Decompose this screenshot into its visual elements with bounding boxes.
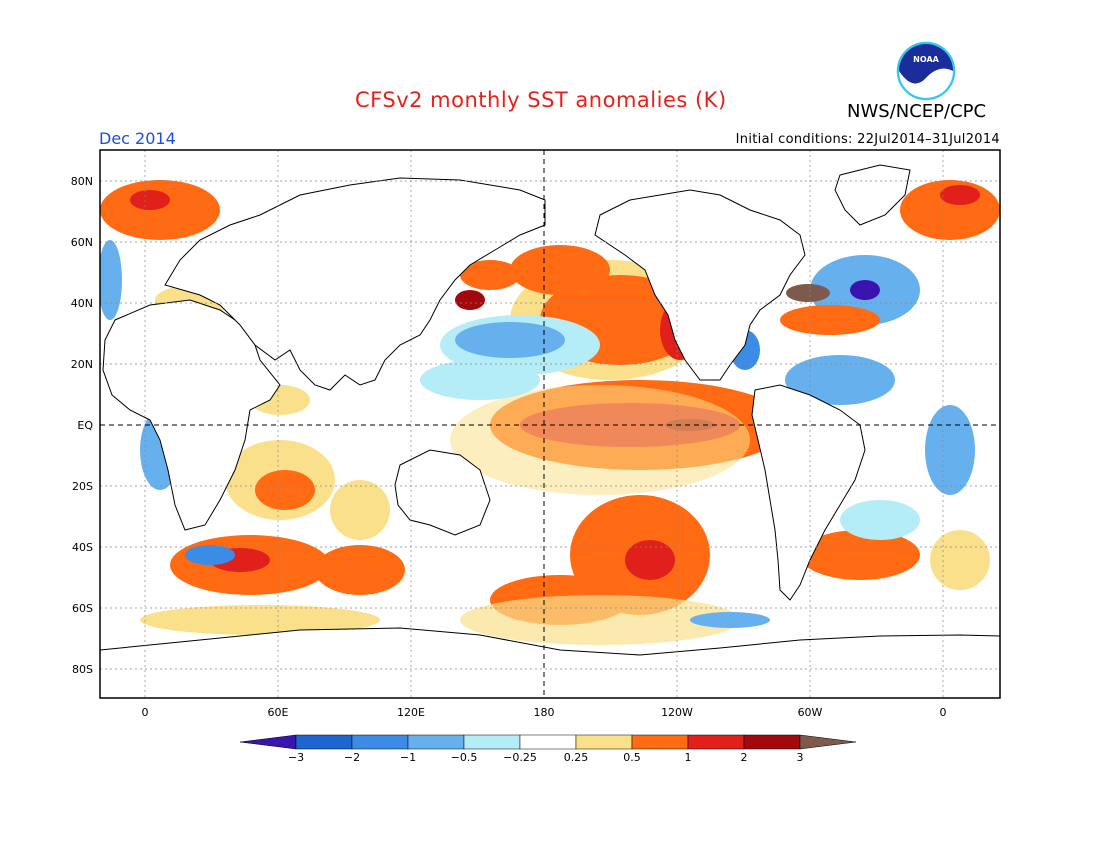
colorbar-bin [631, 734, 689, 750]
land-masses [100, 164, 1000, 698]
agency-label: NWS/NCEP/CPC [847, 101, 987, 122]
continent-antarctica [100, 627, 1000, 698]
colorbar-bin [519, 734, 577, 750]
lat-label: EQ [77, 419, 93, 432]
lat-label: 40S [72, 541, 93, 554]
anomaly-north-europe [100, 180, 220, 240]
lat-label: 40N [71, 297, 93, 310]
lat-label: 60S [72, 602, 93, 615]
noaa-logo-text: NOAA [913, 55, 939, 64]
lon-label: 60E [268, 706, 289, 719]
lon-label: 0 [940, 706, 947, 719]
colorbar: −3 −2 −1 −0.5 −0.25 0.25 0.5 1 2 3 [239, 734, 857, 764]
lat-label: 80S [72, 663, 93, 676]
noaa-logo: NOAA [895, 40, 957, 102]
latitude-labels: 80N 60N 40N 20N EQ 20S 40S 60S 80S [71, 175, 94, 676]
lon-label: 180 [534, 706, 555, 719]
graticule [100, 150, 1000, 698]
lon-label: 0 [142, 706, 149, 719]
lat-label: 20N [71, 358, 93, 371]
lat-label: 80N [71, 175, 93, 188]
colorbar-bin [463, 734, 521, 750]
colorbar-label: −3 [288, 751, 304, 764]
lon-label: 60W [798, 706, 823, 719]
colorbar-label: −1 [400, 751, 416, 764]
colorbar-bin [351, 734, 409, 750]
colorbar-bin [295, 734, 353, 750]
colorbar-label: −2 [344, 751, 360, 764]
lat-label: 60N [71, 236, 93, 249]
colorbar-bin [407, 734, 465, 750]
lat-label: 20S [72, 480, 93, 493]
map-title: CFSv2 monthly SST anomalies (K) [355, 88, 727, 112]
colorbar-max-arrow [799, 734, 857, 750]
colorbar-bin [687, 734, 745, 750]
lon-label: 120W [661, 706, 693, 719]
continent-australia [394, 449, 491, 536]
equator-dateline [100, 150, 1000, 698]
colorbar-bin [743, 734, 801, 750]
forecast-month: Dec 2014 [99, 129, 176, 148]
continent-greenland [834, 164, 911, 226]
colorbar-label: 2 [741, 751, 748, 764]
colorbar-min-arrow [239, 734, 297, 750]
colorbar-label: 3 [797, 751, 804, 764]
colorbar-label: 0.5 [623, 751, 641, 764]
colorbar-label: −0.25 [503, 751, 537, 764]
map-frame [99, 149, 1001, 699]
longitude-labels: 0 60E 120E 180 120W 60W 0 [142, 706, 947, 719]
initial-conditions: Initial conditions: 22Jul2014–31Jul2014 [735, 132, 1000, 147]
continent-eurasia [164, 177, 546, 391]
colorbar-label: 0.25 [564, 751, 589, 764]
colorbar-label: −0.5 [451, 751, 478, 764]
continent-south-america [751, 384, 866, 601]
colorbar-label: 1 [685, 751, 692, 764]
colorbar-bin [575, 734, 633, 750]
lon-label: 120E [397, 706, 425, 719]
continent-north-america [594, 189, 806, 381]
